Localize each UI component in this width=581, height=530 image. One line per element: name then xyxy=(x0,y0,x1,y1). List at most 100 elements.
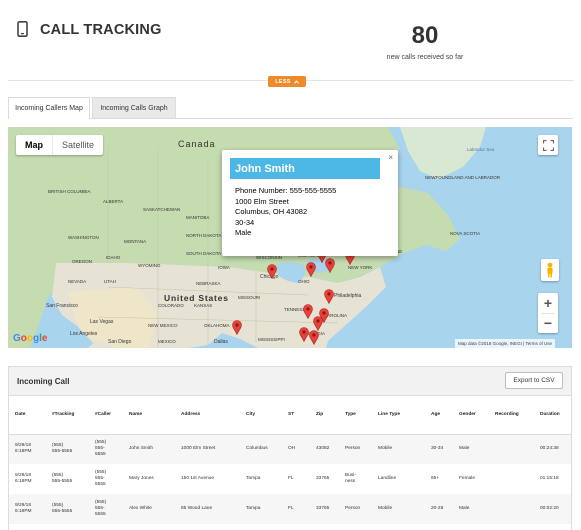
cell-name: John Smith xyxy=(123,434,175,464)
cell-line: 5555 xyxy=(95,452,106,458)
map-marker-icon[interactable] xyxy=(306,262,316,277)
cell-tracking: (555) 555-5555 xyxy=(46,464,89,494)
page-title: CALL TRACKING xyxy=(40,22,162,38)
cell-address: 1000 Elm Street xyxy=(175,434,240,464)
map-view-button[interactable]: Map xyxy=(16,135,53,155)
column-header[interactable]: Gender xyxy=(453,396,489,435)
cell-line: (555) xyxy=(52,503,64,508)
cell-line: (555) xyxy=(95,470,107,475)
map-label-united-states: United States xyxy=(164,293,229,303)
cell-age: 65+ xyxy=(425,464,453,494)
cell-line: ness xyxy=(345,479,356,484)
incoming-callers-map[interactable]: Canada Labrador Sea NEWFOUNDLAND AND LAB… xyxy=(8,127,572,348)
cell-line: Person xyxy=(345,506,361,511)
chevron-up-icon xyxy=(293,79,299,84)
column-header[interactable]: Zip xyxy=(310,396,339,435)
column-header[interactable]: ST xyxy=(282,396,310,435)
cell-type: Person xyxy=(339,434,372,464)
cell-city: Tampa xyxy=(240,494,282,524)
cell-line: (555) xyxy=(95,440,107,446)
map-marker-icon[interactable] xyxy=(232,320,242,335)
column-header[interactable]: Duration xyxy=(534,396,571,435)
cell-tracking: (555) 555-5555 xyxy=(46,494,89,524)
map-label-tennessee: TENNESSEE xyxy=(284,307,312,312)
cell-st: FL xyxy=(282,494,310,524)
cell-duration: 00:02:20 xyxy=(534,494,571,524)
column-header[interactable]: Type xyxy=(339,396,372,435)
map-marker-icon[interactable] xyxy=(303,304,313,319)
popup-city-line: Columbus, OH 43082 xyxy=(235,207,308,216)
cell-line: Landline xyxy=(372,464,425,494)
column-header[interactable]: Line Type xyxy=(372,396,425,435)
tab-incoming-calls-graph[interactable]: Incoming Calls Graph xyxy=(92,97,176,119)
map-label-nebraska: NEBRASKA xyxy=(196,281,221,286)
map-label-manitoba: MANITOBA xyxy=(186,215,210,220)
map-type-control: Map Satellite xyxy=(16,135,104,155)
map-label-british-columbia: BRITISH COLUMBIA xyxy=(48,189,91,194)
less-toggle-button[interactable]: LESS xyxy=(268,76,306,87)
map-label-alberta: ALBERTA xyxy=(103,199,124,204)
map-label-washington: WASHINGTON xyxy=(68,235,99,240)
map-marker-icon[interactable] xyxy=(319,308,329,323)
column-header[interactable]: Name xyxy=(123,396,175,435)
table-row[interactable]: 9/29/18 6:18PM (555) 555-5555 (555) 555- 5555 J… xyxy=(9,434,571,464)
map-attribution[interactable]: Map data ©2018 Google, INEGI | Terms of … xyxy=(455,339,555,348)
column-header[interactable]: City xyxy=(240,396,282,435)
map-marker-icon[interactable] xyxy=(325,258,335,273)
cell-city: Columbus xyxy=(240,434,282,464)
map-marker-icon[interactable] xyxy=(313,316,323,331)
popup-caller-name: John Smith xyxy=(230,158,380,179)
street-view-pegman[interactable] xyxy=(541,259,559,281)
map-label-north-dakota: NORTH DAKOTA xyxy=(186,233,222,238)
close-icon[interactable]: × xyxy=(388,153,393,162)
tab-divider xyxy=(90,118,573,119)
cell-line: 6:18PM xyxy=(15,509,32,514)
cell-tracking: (555) 555-5555 xyxy=(46,434,89,464)
column-header[interactable]: #Tracking xyxy=(46,396,89,435)
cell-age: 20-28 xyxy=(425,494,453,524)
map-label-carolina: CAROLINA xyxy=(324,313,348,318)
caller-info-popup: × John Smith Phone Number: 555-555-5555 … xyxy=(222,150,398,256)
cell-caller: (555) 555- 5555 xyxy=(89,464,123,494)
zoom-out-button[interactable]: − xyxy=(543,315,553,332)
cell-name: Alex White xyxy=(123,494,175,524)
map-marker-icon[interactable] xyxy=(324,289,334,304)
column-header[interactable]: #Caller xyxy=(89,396,123,435)
cell-gender: Female xyxy=(453,464,489,494)
table-row[interactable]: 9/29/18 6:18PM (555) 555-5555 (555) 555- 5555 M… xyxy=(9,464,571,494)
table-body: 9/29/18 6:18PM (555) 555-5555 (555) 555- 5555 J… xyxy=(9,434,571,524)
popup-gender: Male xyxy=(235,228,252,237)
cell-gender: Male xyxy=(453,434,489,464)
table-header-row: Date #Tracking #Caller Name Address City ST Zip… xyxy=(9,396,571,435)
cell-line: 6:18PM xyxy=(15,449,32,455)
cell-line: 9/29/18 xyxy=(15,503,32,508)
cell-duration: 00:24:38 xyxy=(534,434,571,464)
map-marker-icon[interactable] xyxy=(309,330,319,345)
map-marker-icon[interactable] xyxy=(267,264,277,279)
cell-line: 555- xyxy=(95,446,105,452)
column-header[interactable]: Address xyxy=(175,396,240,435)
export-csv-button[interactable]: Export to CSV xyxy=(505,372,563,389)
popup-street: 1000 Elm Street xyxy=(235,196,289,206)
cell-recording xyxy=(489,464,534,494)
column-header[interactable]: Age xyxy=(425,396,453,435)
cell-line: 5555 xyxy=(95,482,106,487)
cell-date: 9/29/18 6:18PM xyxy=(9,434,46,464)
zoom-divider xyxy=(541,312,555,314)
satellite-view-button[interactable]: Satellite xyxy=(62,140,95,150)
map-label-nova-scotia: NOVA SCOTIA xyxy=(450,231,481,236)
tab-incoming-callers-map[interactable]: Incoming Callers Map xyxy=(8,97,90,119)
map-label-san-francisco: San Francisco xyxy=(46,303,78,309)
column-header[interactable]: Date xyxy=(9,396,46,435)
fullscreen-button[interactable] xyxy=(538,135,558,155)
cell-line: (555) xyxy=(52,473,64,478)
calls-table: Date #Tracking #Caller Name Address City ST Zip… xyxy=(9,396,571,524)
cell-st: OH xyxy=(282,434,310,464)
table-row[interactable]: 9/29/18 6:18PM (555) 555-5555 (555) 555- 5555 A… xyxy=(9,494,571,524)
cell-name: Mary Jones xyxy=(123,464,175,494)
map-marker-icon[interactable] xyxy=(299,327,309,342)
column-header[interactable]: Recording xyxy=(489,396,534,435)
cell-caller: (555) 555- 5555 xyxy=(89,434,123,464)
zoom-in-button[interactable]: + xyxy=(543,294,553,311)
mobile-phone-icon xyxy=(17,21,28,37)
